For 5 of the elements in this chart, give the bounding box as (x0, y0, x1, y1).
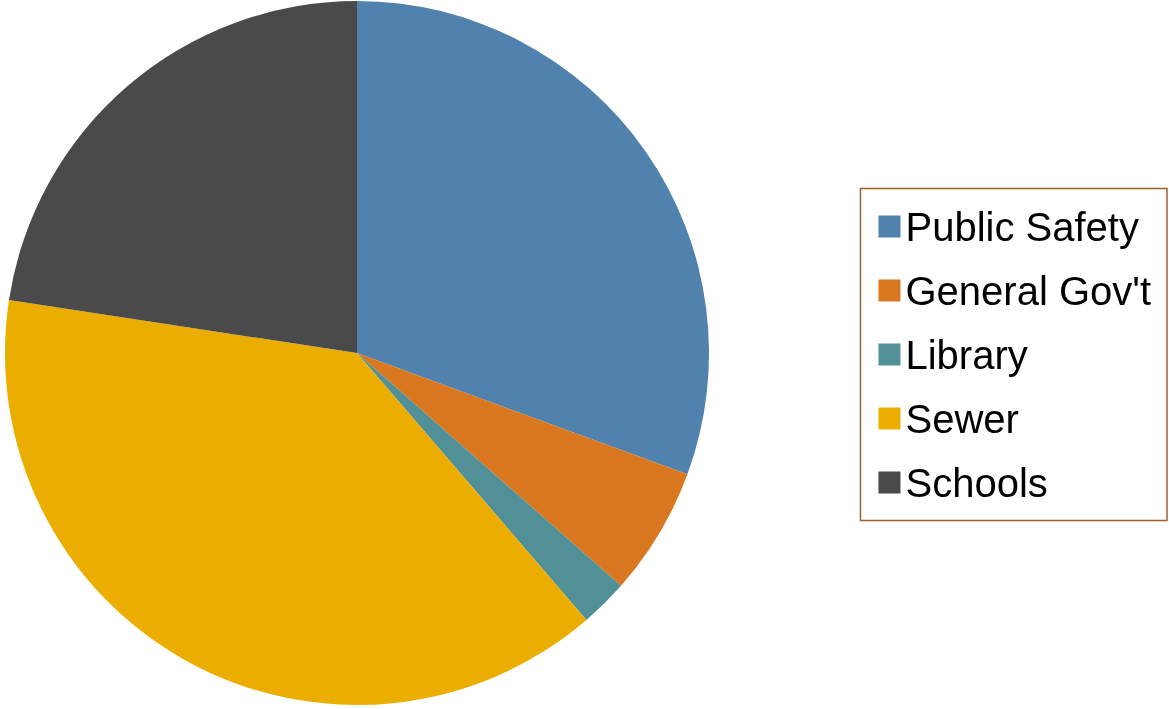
legend-label: General Gov't (905, 268, 1151, 313)
legend-label: Public Safety (905, 204, 1139, 249)
legend-label: Schools (905, 460, 1048, 505)
legend-label: Sewer (905, 396, 1019, 441)
legend-label: Library (905, 332, 1028, 377)
